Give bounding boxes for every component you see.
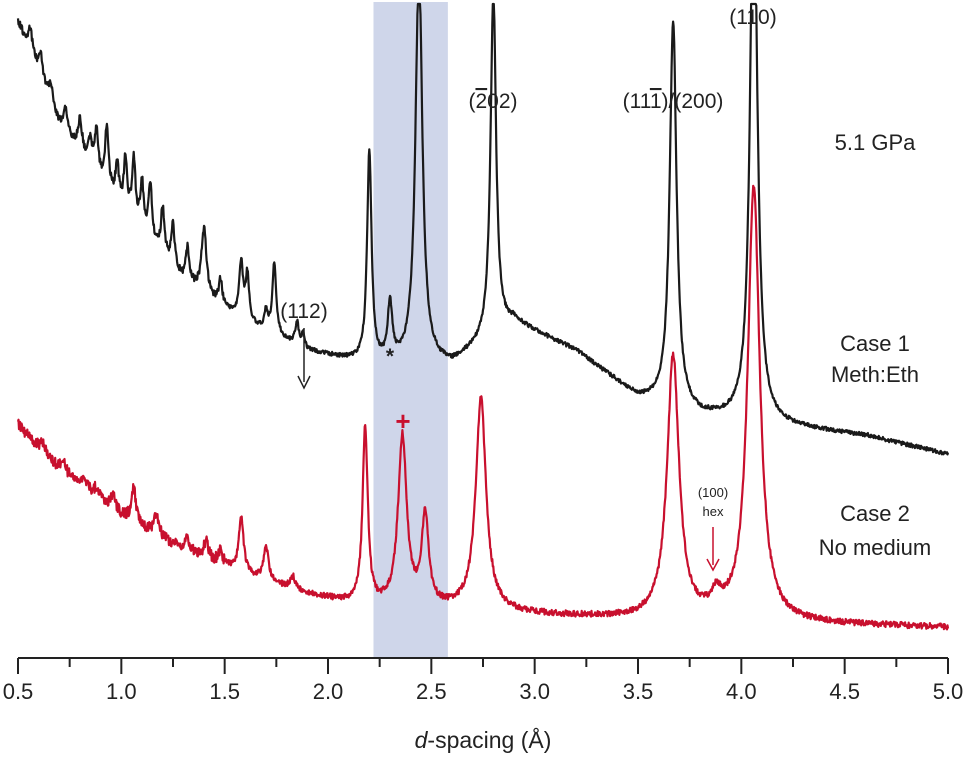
x-tick-label: 4.5 bbox=[829, 679, 860, 704]
x-axis-title-rest: -spacing (Å) bbox=[427, 726, 551, 753]
annotation-112: (112) bbox=[280, 300, 327, 323]
x-axis-title-italic: d bbox=[415, 727, 429, 753]
series-label-case1-line2: Meth:Eth bbox=[831, 362, 919, 387]
pressure-label: 5.1 GPa bbox=[835, 130, 916, 155]
annotation-asterisk: * bbox=[386, 345, 395, 368]
annotation-111-pre: (11 bbox=[623, 90, 651, 113]
annotation-cross: + bbox=[395, 406, 410, 436]
x-tick-label: 1.0 bbox=[106, 679, 137, 704]
arrow-hex-head bbox=[706, 558, 720, 572]
series-line-case2 bbox=[16, 184, 950, 631]
annotation-202: (202) bbox=[468, 90, 517, 113]
annotation-202-post: 02) bbox=[487, 90, 517, 113]
annotation-hex-line1: (100) bbox=[698, 485, 728, 500]
annotation-hex-line2: hex bbox=[703, 504, 724, 519]
annotation-202-pre: ( bbox=[468, 90, 475, 113]
arrow-112-head bbox=[297, 375, 311, 390]
x-tick-label: 2.0 bbox=[313, 679, 344, 704]
series-label-case2-line2: No medium bbox=[819, 535, 931, 560]
x-tick-label: 4.0 bbox=[726, 679, 757, 704]
x-tick-label: 0.5 bbox=[3, 679, 34, 704]
annotation-202-bar: 2 bbox=[475, 90, 487, 113]
series-label-case2-line1: Case 2 bbox=[840, 501, 910, 526]
annotation-110: (110) bbox=[729, 6, 776, 29]
x-tick-label: 3.0 bbox=[519, 679, 550, 704]
x-tick-label: 1.5 bbox=[209, 679, 240, 704]
x-axis-title: d-spacing (Å) bbox=[415, 726, 552, 753]
x-tick-label: 2.5 bbox=[416, 679, 447, 704]
annotation-111-bar: 1 bbox=[650, 90, 662, 113]
series-line-case1 bbox=[16, 2, 950, 456]
x-axis-ticks: 0.5 1.0 1.5 2.0 2.5 3.0 3.5 4.0 4.5 5.0 bbox=[3, 658, 964, 704]
annotation-111-post: )/(200) bbox=[662, 90, 724, 113]
annotation-111-200: (111)/(200) bbox=[623, 90, 724, 113]
x-tick-label: 5.0 bbox=[933, 679, 964, 704]
x-tick-label: 3.5 bbox=[623, 679, 654, 704]
series-label-case1-line1: Case 1 bbox=[840, 331, 910, 356]
